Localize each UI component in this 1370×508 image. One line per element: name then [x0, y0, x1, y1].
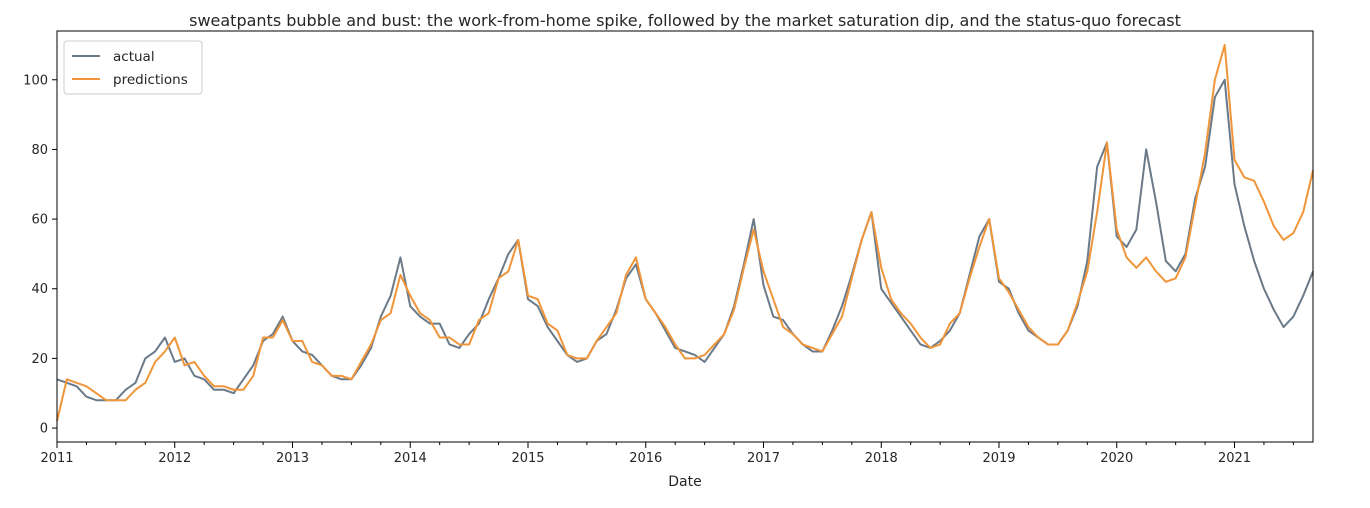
- y-axis: 0 20 40 60 80 100: [23, 73, 57, 437]
- x-tick-label: 2012: [158, 451, 191, 466]
- x-axis-label: Date: [668, 474, 701, 490]
- legend: actual predictions: [63, 40, 203, 95]
- x-tick-label: 2013: [276, 451, 309, 466]
- x-tick-label: 2011: [40, 451, 73, 466]
- y-tick-label: 20: [31, 352, 48, 367]
- x-tick-label: 2018: [865, 451, 898, 466]
- x-tick-label: 2015: [511, 451, 544, 466]
- y-tick-label: 100: [23, 73, 48, 88]
- y-tick-label: 0: [40, 422, 48, 437]
- series-line-predictions: [56, 43, 1314, 422]
- legend-label-actual: actual: [113, 49, 155, 65]
- x-tick-label: 2017: [747, 451, 780, 466]
- x-tick-label: 2016: [629, 451, 662, 466]
- series-line-actual: [56, 78, 1314, 402]
- chart-title: sweatpants bubble and bust: the work-fro…: [189, 11, 1181, 30]
- y-tick-label: 40: [31, 282, 48, 297]
- x-tick-label: 2021: [1218, 451, 1251, 466]
- x-axis: 2011 2012 2013 2014 2015 2016 2017 2018 2019 2020…: [40, 442, 1294, 466]
- x-tick-label: 2019: [982, 451, 1015, 466]
- x-tick-label: 2014: [394, 451, 427, 466]
- plot-frame: [56, 30, 1314, 443]
- legend-label-predictions: predictions: [113, 72, 188, 88]
- y-tick-label: 80: [31, 143, 48, 158]
- x-tick-label: 2020: [1100, 451, 1133, 466]
- series-layer: [56, 43, 1314, 422]
- legend-box: [63, 40, 203, 95]
- y-tick-label: 60: [31, 213, 48, 228]
